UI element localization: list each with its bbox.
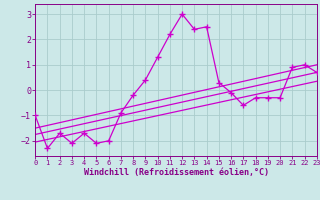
- X-axis label: Windchill (Refroidissement éolien,°C): Windchill (Refroidissement éolien,°C): [84, 168, 268, 177]
